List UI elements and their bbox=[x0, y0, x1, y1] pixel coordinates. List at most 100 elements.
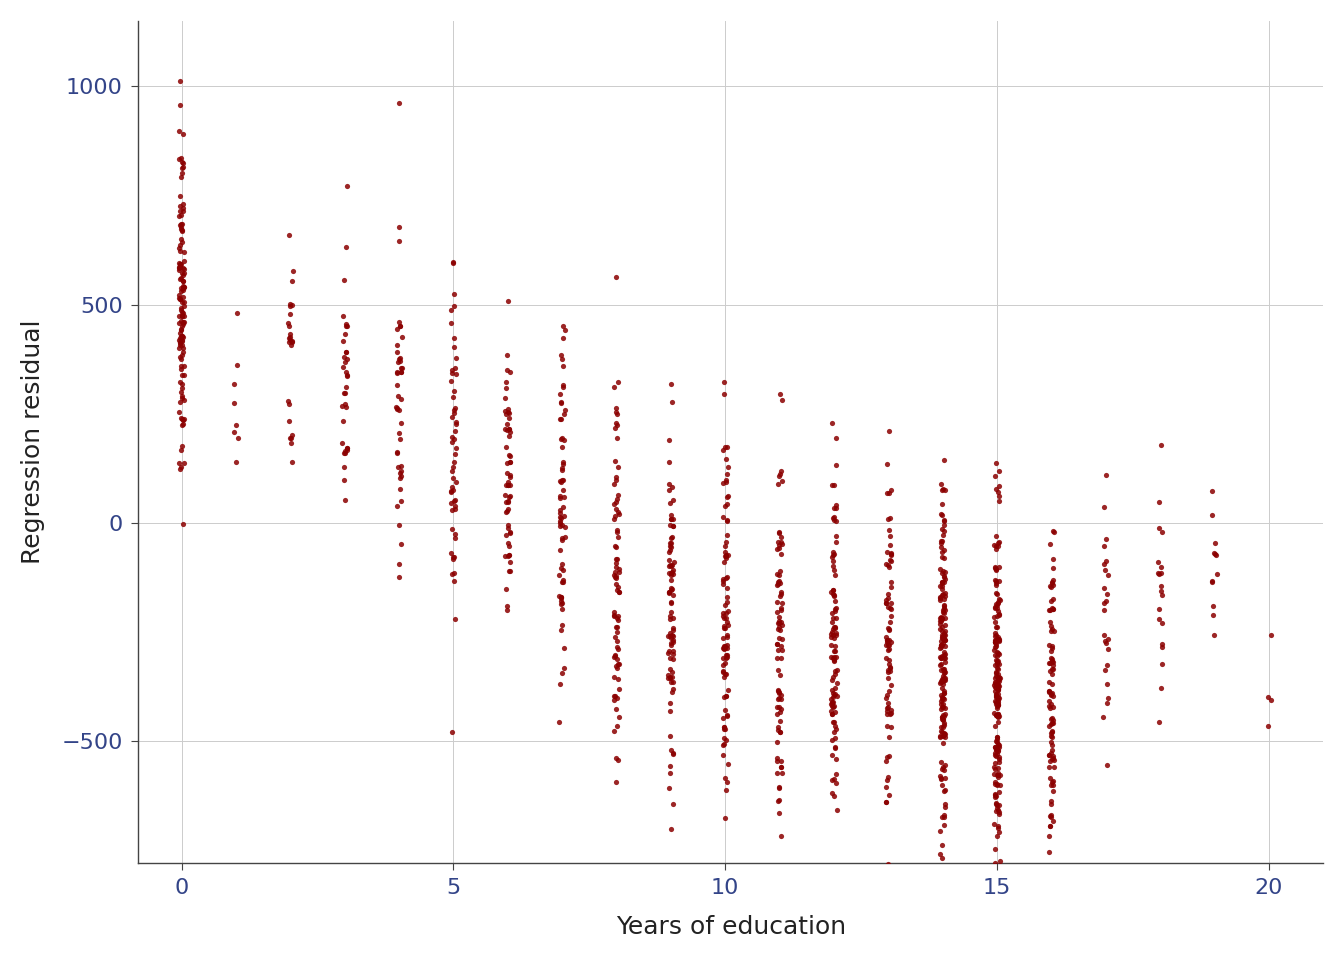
Point bbox=[767, 793, 789, 808]
Point bbox=[603, 649, 625, 664]
Point bbox=[931, 735, 953, 751]
Point bbox=[930, 589, 952, 605]
Point bbox=[1095, 554, 1117, 569]
Point bbox=[825, 457, 847, 472]
Point bbox=[660, 516, 681, 532]
Point bbox=[934, 586, 956, 601]
Point bbox=[173, 260, 195, 276]
Point bbox=[1042, 654, 1063, 669]
Point bbox=[715, 666, 737, 682]
Point bbox=[445, 474, 466, 490]
Point bbox=[986, 707, 1008, 722]
Point bbox=[332, 359, 353, 374]
Point bbox=[712, 663, 734, 679]
Point bbox=[1040, 716, 1062, 732]
Point bbox=[445, 367, 466, 382]
Point bbox=[172, 274, 194, 289]
Point bbox=[930, 610, 952, 625]
Point bbox=[767, 615, 789, 631]
Point bbox=[444, 400, 465, 416]
Point bbox=[606, 406, 628, 421]
Point bbox=[659, 542, 680, 558]
Point bbox=[880, 719, 902, 734]
Point bbox=[821, 691, 843, 707]
Point bbox=[332, 333, 353, 348]
Point bbox=[496, 582, 517, 597]
Point bbox=[988, 797, 1009, 812]
Point bbox=[767, 621, 789, 636]
Point bbox=[552, 330, 574, 346]
Point bbox=[657, 670, 679, 685]
Point bbox=[171, 328, 192, 344]
Point bbox=[769, 540, 790, 556]
Point bbox=[552, 319, 574, 334]
Point bbox=[931, 582, 953, 597]
Point bbox=[716, 513, 738, 528]
Point bbox=[988, 608, 1009, 623]
Point bbox=[876, 701, 898, 716]
Point bbox=[169, 270, 191, 285]
Point bbox=[280, 298, 301, 313]
Point bbox=[387, 445, 409, 461]
Point bbox=[1042, 638, 1063, 654]
Point bbox=[985, 586, 1007, 601]
Point bbox=[281, 430, 302, 445]
Point bbox=[1150, 524, 1172, 540]
Point bbox=[1042, 575, 1063, 590]
Point bbox=[989, 737, 1011, 753]
Point bbox=[825, 718, 847, 733]
Point bbox=[333, 445, 355, 461]
Point bbox=[821, 606, 843, 621]
Point bbox=[223, 376, 245, 392]
Point bbox=[1097, 676, 1118, 691]
Point bbox=[169, 334, 191, 349]
Point bbox=[986, 741, 1008, 756]
Point bbox=[605, 564, 626, 580]
Point bbox=[985, 528, 1007, 543]
Point bbox=[988, 538, 1009, 553]
Point bbox=[712, 386, 734, 401]
Point bbox=[934, 588, 956, 604]
Point bbox=[499, 564, 520, 579]
Point bbox=[169, 243, 191, 258]
Point bbox=[277, 315, 298, 330]
Point bbox=[1043, 715, 1064, 731]
Point bbox=[716, 775, 738, 790]
Point bbox=[716, 513, 738, 528]
Point bbox=[825, 627, 847, 642]
Point bbox=[390, 459, 411, 474]
Point bbox=[769, 805, 790, 821]
Point bbox=[875, 629, 896, 644]
Point bbox=[1039, 684, 1060, 699]
Point bbox=[985, 636, 1007, 652]
Point bbox=[986, 609, 1008, 624]
Point bbox=[660, 625, 681, 640]
Point bbox=[933, 542, 954, 558]
Point bbox=[1042, 907, 1063, 923]
Point bbox=[770, 759, 792, 775]
Point bbox=[386, 444, 407, 460]
Point bbox=[766, 650, 788, 665]
Point bbox=[660, 559, 681, 574]
Point bbox=[551, 617, 573, 633]
Point bbox=[1040, 575, 1062, 590]
Point bbox=[497, 347, 519, 362]
Point bbox=[171, 380, 192, 396]
Point bbox=[823, 771, 844, 786]
Point bbox=[497, 493, 519, 509]
Point bbox=[824, 666, 845, 682]
Point bbox=[714, 539, 735, 554]
Point bbox=[391, 537, 413, 552]
Point bbox=[820, 637, 841, 653]
Point bbox=[931, 927, 953, 943]
Point bbox=[769, 690, 790, 706]
Point bbox=[391, 361, 413, 376]
Point bbox=[603, 567, 625, 583]
Point bbox=[986, 777, 1008, 792]
Point bbox=[876, 856, 898, 872]
Point bbox=[606, 719, 628, 734]
Point bbox=[391, 329, 413, 345]
Point bbox=[663, 620, 684, 636]
Point bbox=[986, 645, 1008, 660]
Point bbox=[1040, 807, 1062, 823]
